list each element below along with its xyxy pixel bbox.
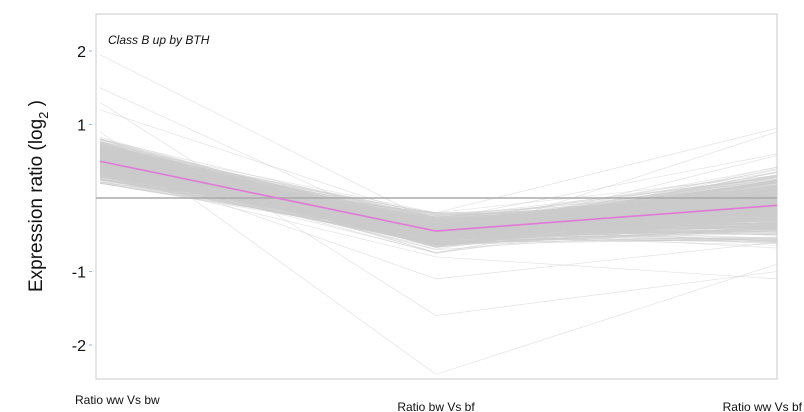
gene-profile-line [99, 168, 778, 245]
y-tick-label: 1 [77, 118, 86, 135]
gene-profile-line [99, 175, 778, 280]
gene-profile-line [99, 144, 778, 218]
x-category-label: Ratio ww Vs bf [723, 400, 803, 412]
y-tick-label: 2 [77, 44, 86, 61]
gene-profile-line [99, 151, 778, 226]
y-axis-label-suffix: ) [26, 100, 47, 112]
y-tick-label: -2 [72, 338, 86, 355]
gene-profile-line [99, 155, 778, 227]
gene-profile-line [99, 159, 778, 244]
gene-profile-line [99, 127, 778, 214]
gene-profile-line [99, 153, 778, 227]
gene-profile-line [99, 131, 778, 375]
x-category-label: Ratio bw Vs bf [397, 400, 475, 412]
x-category-label: Ratio ww Vs bw [75, 393, 160, 407]
gene-profile-line [99, 157, 778, 230]
gene-profile-line [99, 160, 778, 280]
gene-profile-line [99, 87, 778, 243]
gene-profile-line [99, 102, 778, 316]
y-axis-label-text: Expression ratio (log [26, 119, 47, 292]
chart-title: Class B up by BTH [108, 33, 210, 47]
gene-profile-lines [99, 54, 778, 375]
gene-profile-line [99, 159, 778, 223]
y-axis-label: Expression ratio (log2 ) [26, 100, 51, 292]
gene-profile-line [99, 152, 778, 234]
gene-profile-line [99, 162, 778, 243]
y-axis-ticks: 2 1 -1 -2 [72, 44, 92, 355]
y-axis-label-subscript: 2 [36, 112, 51, 119]
x-axis-categories: Ratio ww Vs bw Ratio bw Vs bf Ratio ww Vs … [75, 393, 803, 412]
gene-profile-line [99, 178, 778, 240]
average-profile-line [99, 160, 778, 232]
gene-profile-line [99, 168, 778, 229]
gene-profile-line [99, 54, 778, 225]
series-layer [99, 160, 778, 232]
y-tick-label: -1 [72, 265, 86, 282]
gene-profile-line [99, 109, 778, 221]
